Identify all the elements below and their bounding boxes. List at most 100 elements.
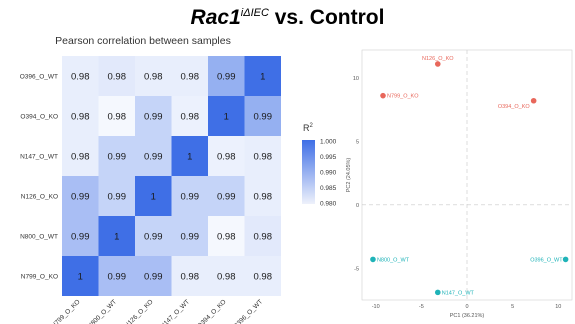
heatmap-cell-value: 0.99 xyxy=(108,272,127,283)
heatmap-cell xyxy=(98,176,135,216)
heatmap-cell xyxy=(171,56,208,96)
heatmap-cell xyxy=(62,256,99,296)
heatmap-row-label: N126_O_KO xyxy=(21,194,58,201)
heatmap-cell xyxy=(62,136,99,176)
heatmap-cell xyxy=(244,256,281,296)
heatmap-cell xyxy=(135,96,172,136)
heatmap-cell xyxy=(135,216,172,256)
pca-y-axis-label: PC2 (24.05%) xyxy=(346,158,352,193)
heatmap-cell-value: 0.99 xyxy=(144,152,163,163)
heatmap-cell-value: 0.98 xyxy=(254,152,273,163)
heatmap-cell-value: 0.98 xyxy=(71,72,90,83)
pca-x-tick-label: 10 xyxy=(555,304,561,310)
heatmap-cell-value: 0.98 xyxy=(181,272,200,283)
pca-y-tick-label: 5 xyxy=(356,139,359,145)
heatmap-cell-value: 0.99 xyxy=(108,152,127,163)
pca-point xyxy=(530,97,537,104)
heatmap-cell-value: 0.98 xyxy=(144,72,163,83)
heatmap-cell-value: 0.98 xyxy=(71,112,90,123)
heatmap-cell-value: 0.99 xyxy=(144,272,163,283)
heatmap-cell xyxy=(135,56,172,96)
pca-x-tick-label: -5 xyxy=(419,304,424,310)
heatmap-cell-value: 1 xyxy=(114,232,119,243)
legend-title-superscript: 2 xyxy=(310,123,314,129)
heatmap-cell xyxy=(62,56,99,96)
pca-point-label: O396_O_WT xyxy=(530,257,563,263)
heatmap-cell-value: 0.99 xyxy=(181,192,200,203)
heatmap-cell xyxy=(62,96,99,136)
heatmap-cell xyxy=(244,96,281,136)
heatmap-cell-value: 1 xyxy=(224,112,229,123)
heatmap-cell xyxy=(244,176,281,216)
heatmap-cell xyxy=(98,56,135,96)
heatmap-cell xyxy=(135,136,172,176)
legend-tick-label: 1.000 xyxy=(320,139,337,146)
pca-point xyxy=(562,256,569,263)
heatmap-cell-value: 0.98 xyxy=(181,72,200,83)
heatmap-cell xyxy=(244,216,281,256)
heatmap-cell-value: 0.99 xyxy=(71,232,90,243)
heatmap-cell-value: 1 xyxy=(78,272,83,283)
heatmap-cell-value: 0.98 xyxy=(108,72,127,83)
heatmap-cell-value: 0.99 xyxy=(254,112,273,123)
heatmap-cell xyxy=(244,56,281,96)
pca-point xyxy=(434,289,441,296)
heatmap-cell xyxy=(98,136,135,176)
heatmap-title: Pearson correlation between samples xyxy=(55,35,231,47)
heatmap-cell-value: 0.98 xyxy=(217,232,236,243)
pca-plot-frame xyxy=(361,49,573,301)
title-rest: vs. Control xyxy=(268,6,385,29)
heatmap-cell-value: 1 xyxy=(151,192,156,203)
heatmap-row-label: N147_O_WT xyxy=(20,154,58,161)
legend-colorbar xyxy=(302,140,315,204)
legend-tick-label: 0.985 xyxy=(320,185,337,192)
pca-x-tick-label: 5 xyxy=(511,304,514,310)
heatmap-cell xyxy=(135,256,172,296)
pca-point xyxy=(434,61,441,67)
pca-point xyxy=(380,92,386,99)
heatmap-cell xyxy=(98,256,135,296)
heatmap-cell-value: 1 xyxy=(187,152,192,163)
pca-point-label: O394_O_KO xyxy=(498,104,531,110)
heatmap-cell xyxy=(62,176,99,216)
pca-y-tick-label: 10 xyxy=(353,76,359,82)
heatmap-cell-value: 0.98 xyxy=(181,112,200,123)
pca-x-tick-label: 0 xyxy=(465,304,468,310)
heatmap-cell xyxy=(208,176,245,216)
heatmap-cell xyxy=(208,96,245,136)
heatmap-cell-value: 0.99 xyxy=(217,72,236,83)
heatmap-cell xyxy=(244,136,281,176)
heatmap-cell xyxy=(171,176,208,216)
heatmap-row-label: O394_O_KO xyxy=(20,114,58,121)
heatmap-row-label: N799_O_KO xyxy=(21,274,58,281)
heatmap-cell-value: 0.99 xyxy=(217,192,236,203)
heatmap-cell xyxy=(171,216,208,256)
heatmap-row-label: O396_O_WT xyxy=(20,74,58,81)
pca-y-tick-label: 0 xyxy=(356,203,359,209)
heatmap-cell xyxy=(98,216,135,256)
heatmap-cell xyxy=(171,256,208,296)
legend-tick-label: 0.990 xyxy=(320,170,337,177)
pca-x-axis-label: PC1 (36.21%) xyxy=(450,313,485,319)
heatmap-cell-value: 0.98 xyxy=(217,272,236,283)
slide-title: Rac1iΔIEC vs. Control xyxy=(0,6,575,30)
heatmap-cell xyxy=(98,96,135,136)
title-gene: Rac1 xyxy=(190,6,241,29)
heatmap-cell xyxy=(62,216,99,256)
pca-point xyxy=(370,256,376,263)
heatmap-cell-value: 0.99 xyxy=(181,232,200,243)
heatmap-cell xyxy=(208,256,245,296)
heatmap-cell-value: 1 xyxy=(260,72,265,83)
pca-point-label: N147_O_WT xyxy=(442,290,475,296)
pca-x-tick-label: -10 xyxy=(372,304,380,310)
legend-tick-label: 0.980 xyxy=(320,201,337,208)
heatmap-cell-value: 0.99 xyxy=(108,192,127,203)
pca-point-label: N800_O_WT xyxy=(377,257,410,263)
heatmap-cell-value: 0.99 xyxy=(144,232,163,243)
heatmap-cell-value: 0.98 xyxy=(254,232,273,243)
heatmap-cell-value: 0.98 xyxy=(254,272,273,283)
heatmap-cell xyxy=(171,96,208,136)
pca-point-label: N799_O_KO xyxy=(387,94,419,100)
